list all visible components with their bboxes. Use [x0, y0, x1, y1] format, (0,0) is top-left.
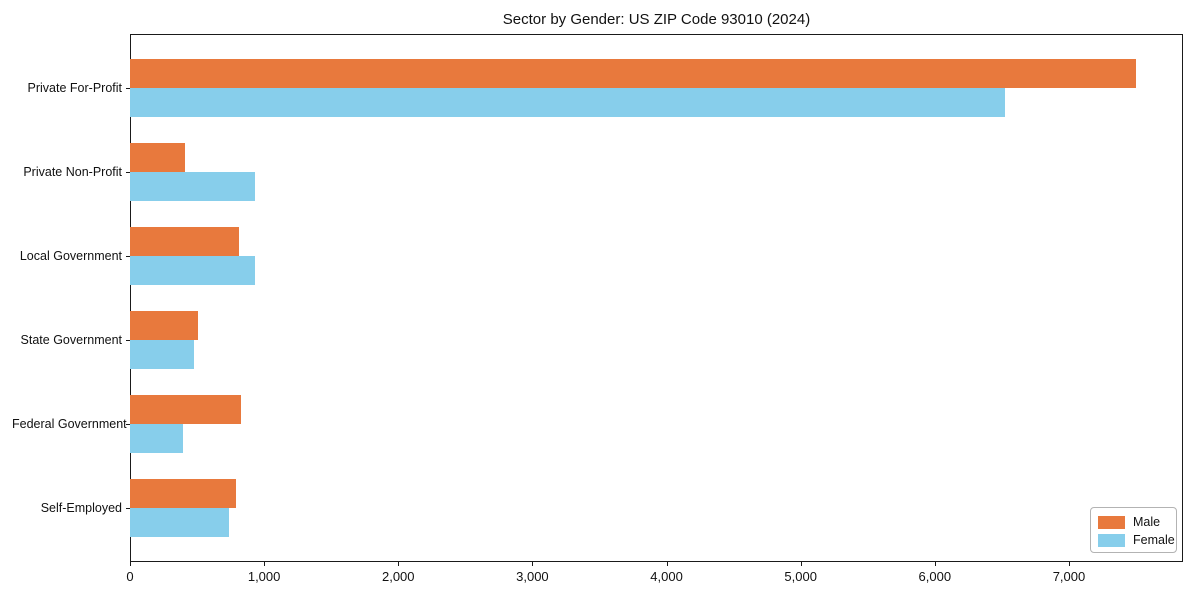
bar-male	[130, 394, 241, 424]
chart-title: Sector by Gender: US ZIP Code 93010 (202…	[502, 11, 811, 28]
y-axis-label: Federal Government	[12, 416, 127, 431]
bar-male	[130, 310, 198, 340]
bar-female	[130, 507, 230, 537]
x-tick-mark	[130, 562, 131, 566]
y-axis-label: Private Non-Profit	[23, 164, 122, 179]
y-tick-mark	[126, 171, 130, 173]
x-tick-label: 2,000	[381, 569, 415, 584]
bar-female	[130, 423, 183, 453]
x-tick-label: 1,000	[247, 569, 281, 584]
y-tick-mark	[126, 423, 130, 425]
x-tick-mark	[934, 562, 936, 566]
x-tick-label: 0	[126, 569, 134, 584]
plot-area	[130, 34, 1183, 562]
legend-label-male: Male	[1133, 515, 1161, 529]
x-tick-label: 7,000	[1052, 569, 1086, 584]
y-tick-mark	[126, 339, 130, 341]
bar-male	[130, 142, 185, 172]
legend: Male Female	[1090, 507, 1177, 553]
x-tick-mark	[666, 562, 668, 566]
bar-female	[130, 255, 255, 285]
x-tick-mark	[800, 562, 802, 566]
x-tick-label: 3,000	[516, 569, 549, 584]
bar-male	[130, 59, 1137, 88]
y-axis-label: Private For-Profit	[27, 81, 122, 95]
bar-male	[130, 226, 239, 256]
x-tick-label: 4,000	[650, 569, 683, 584]
y-axis-label: State Government	[20, 332, 122, 347]
y-tick-mark	[126, 255, 130, 257]
bar-female	[130, 88, 1005, 117]
y-tick-mark	[126, 88, 130, 89]
legend-entry-female: Female	[1098, 531, 1175, 549]
y-tick-mark	[126, 507, 130, 509]
y-axis-label: Local Government	[19, 248, 122, 263]
bar-male	[130, 478, 236, 508]
legend-swatch-female	[1098, 533, 1125, 547]
x-tick-mark	[398, 562, 400, 566]
bar-female	[130, 339, 194, 369]
legend-label-female: Female	[1133, 533, 1175, 547]
x-tick-label: 5,000	[784, 569, 817, 584]
x-tick-mark	[1068, 562, 1070, 566]
x-tick-label: 6,000	[918, 569, 952, 584]
x-tick-mark	[532, 562, 534, 566]
x-tick-mark	[264, 562, 266, 566]
legend-entry-male: Male	[1098, 513, 1169, 531]
bar-female	[130, 171, 255, 201]
legend-swatch-male	[1098, 515, 1125, 529]
y-axis-label: Self-Employed	[40, 500, 122, 515]
